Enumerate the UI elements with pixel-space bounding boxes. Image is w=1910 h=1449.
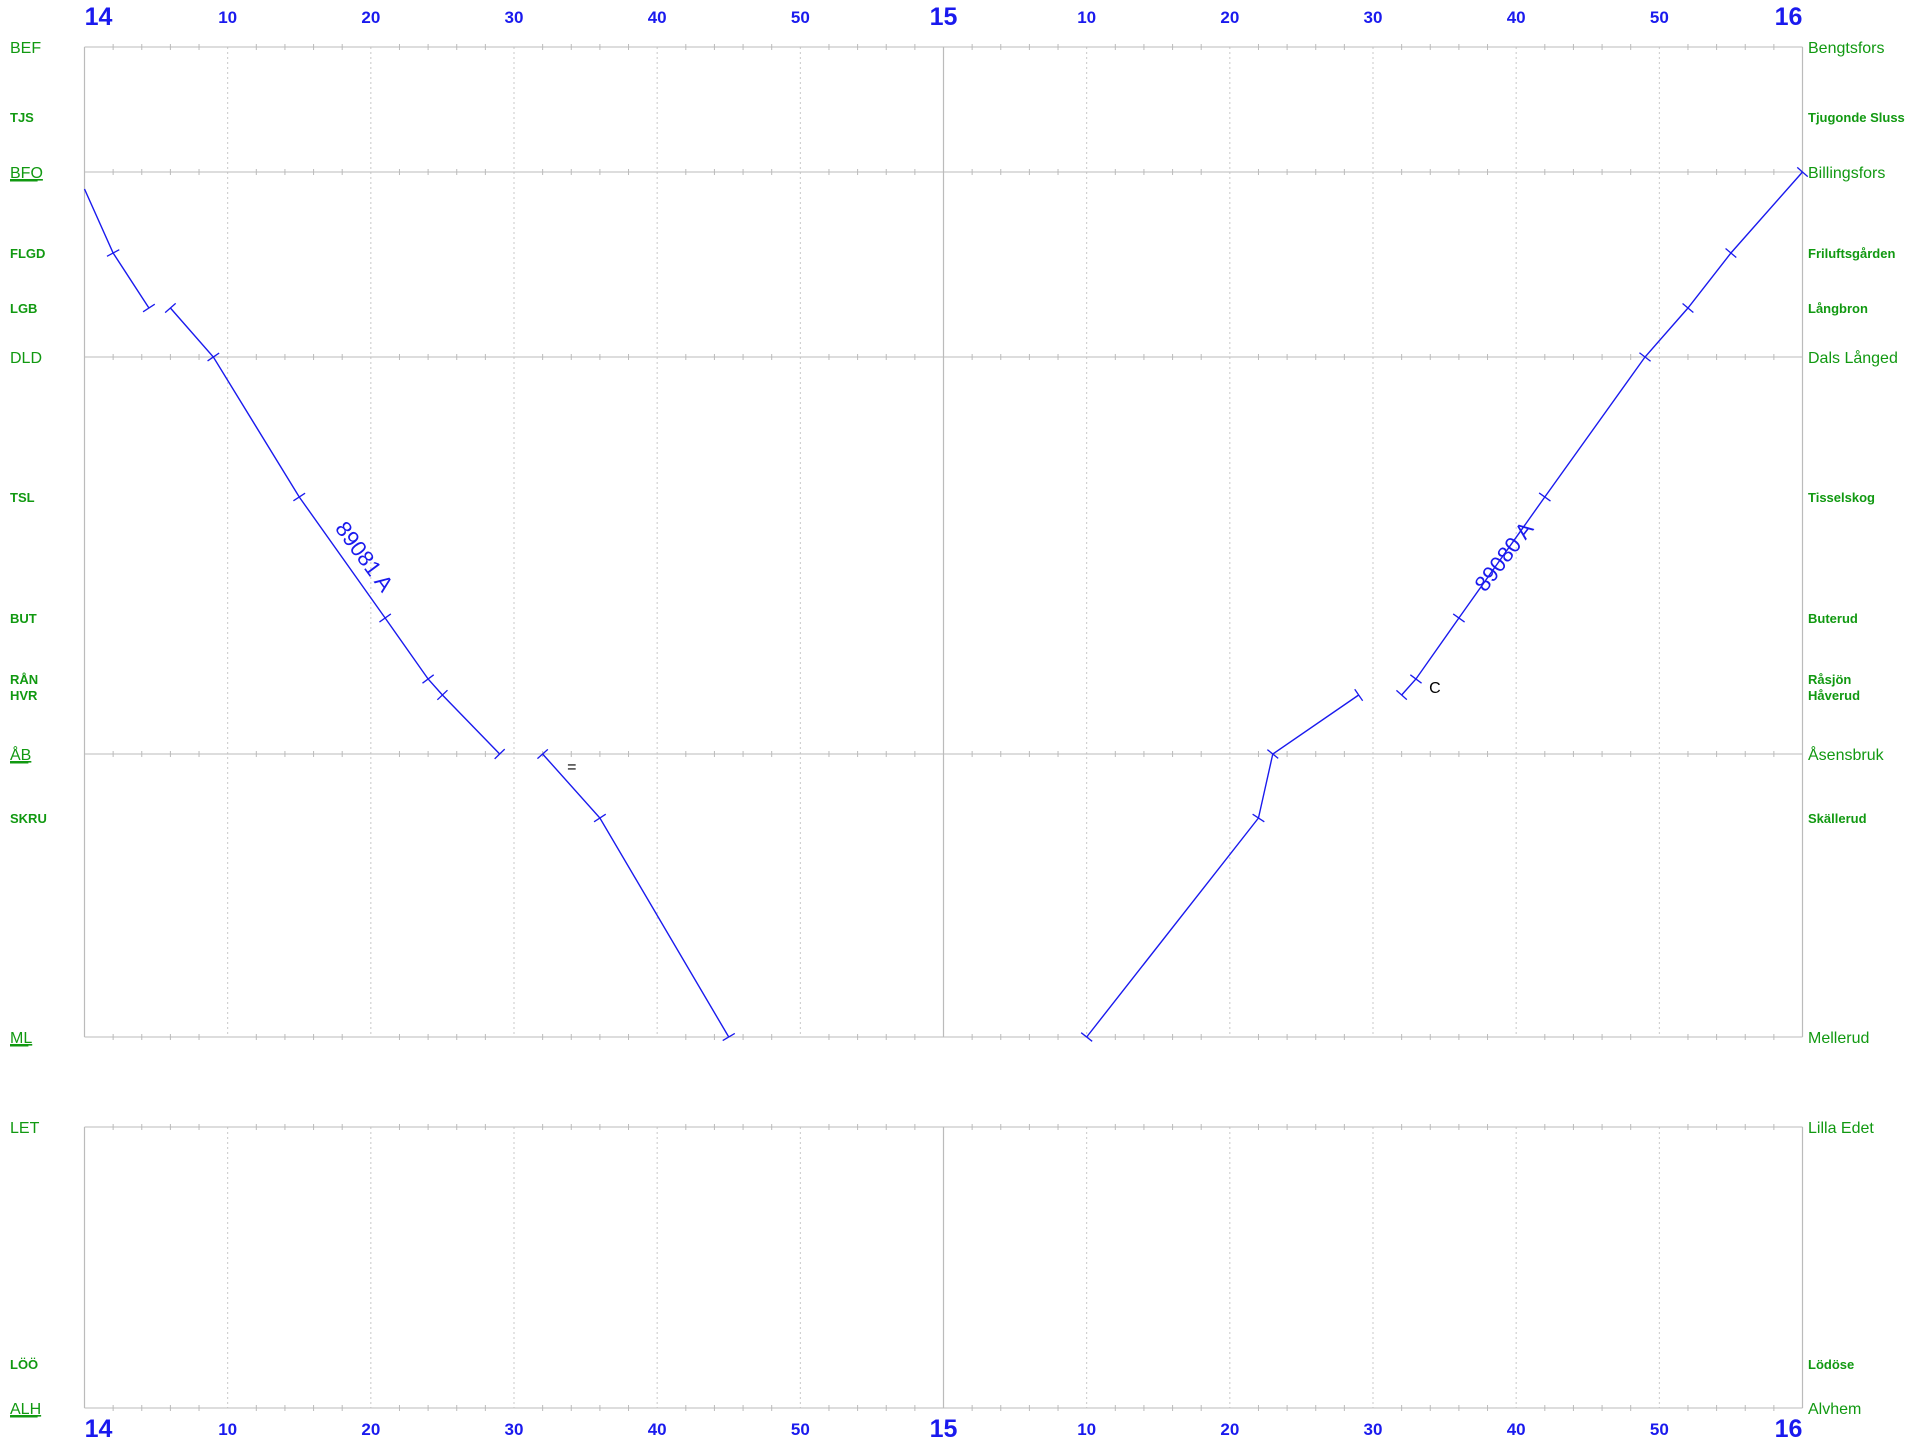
train-stop-tick: [1796, 166, 1809, 178]
hour-label: 16: [1775, 1415, 1803, 1443]
minute-label: 10: [1077, 1420, 1096, 1439]
minute-label: 10: [218, 8, 237, 27]
station-code-FLGD: FLGD: [10, 246, 45, 261]
train-0: [83, 188, 730, 1038]
train-stop-tick: [293, 492, 306, 502]
station-code-HVR: HVR: [10, 688, 38, 703]
station-name-BFO: Billingsfors: [1808, 165, 1885, 182]
train-stop-tick: [1354, 688, 1364, 702]
train-stop-tick: [207, 352, 220, 362]
station-name-LÖÖ: Lödöse: [1808, 1357, 1854, 1372]
minute-label: 30: [1364, 1420, 1383, 1439]
minute-label: 30: [1364, 8, 1383, 27]
station-code-DLD: DLD: [10, 350, 42, 367]
train-stop-tick: [593, 813, 607, 823]
hour-label: 14: [85, 1415, 113, 1443]
labels-layer: BEF Bengtsfors TJS Tjugonde Sluss BFO Billing…: [10, 3, 1905, 1443]
train-stop-tick: [1682, 303, 1694, 313]
grid-layer: [83, 44, 1804, 1411]
station-name-SKRU: Skällerud: [1808, 811, 1867, 826]
minute-label: 20: [361, 1420, 380, 1439]
minute-label: 50: [1650, 1420, 1669, 1439]
train-stop-tick: [379, 613, 392, 623]
hour-label: 15: [930, 1415, 958, 1443]
train-stop-tick: [1395, 689, 1408, 701]
minute-label: 20: [361, 8, 380, 27]
station-code-BUT: BUT: [10, 611, 37, 626]
station-name-HVR: Håverud: [1808, 688, 1860, 703]
train-1: [1086, 171, 1804, 1038]
train-stop-tick: [1452, 613, 1465, 623]
minute-label: 50: [791, 8, 810, 27]
train-stop-tick: [436, 689, 448, 701]
station-name-ML: Mellerud: [1808, 1030, 1869, 1047]
station-code-ALH: ALH: [10, 1401, 41, 1418]
train-stop-tick: [1080, 1032, 1093, 1042]
hour-label: 16: [1775, 3, 1803, 31]
station-code-LÖÖ: LÖÖ: [10, 1357, 38, 1372]
station-name-ÅB: Åsensbruk: [1808, 745, 1885, 764]
station-code-ÅB: ÅB: [10, 745, 31, 764]
station-name-TSL: Tisselskog: [1808, 490, 1875, 505]
train-path-segment: [1086, 694, 1360, 1038]
station-code-BFO: BFO: [10, 165, 43, 182]
train-stop-tick: [1538, 492, 1551, 502]
station-name-DLD: Dals Långed: [1808, 349, 1898, 367]
minute-label: 20: [1220, 1420, 1239, 1439]
minute-label: 40: [1507, 1420, 1526, 1439]
minute-label: 50: [791, 1420, 810, 1439]
train-stop-tick: [494, 748, 506, 760]
station-code-BEF: BEF: [10, 40, 41, 57]
minute-label: 40: [648, 1420, 667, 1439]
station-code-TSL: TSL: [10, 490, 35, 505]
train-stop-tick: [106, 249, 120, 257]
train-stop-tick: [142, 303, 156, 313]
station-name-BEF: Bengtsfors: [1808, 40, 1884, 57]
minute-label: 40: [648, 8, 667, 27]
minute-label: 50: [1650, 8, 1669, 27]
train-stop-tick: [1252, 813, 1265, 823]
train-number-label: 89080 A: [1469, 517, 1538, 597]
station-name-RÅN: Råsjön: [1808, 672, 1851, 687]
station-code-RÅN: RÅN: [10, 672, 38, 687]
train-note: =: [567, 759, 576, 776]
minute-label: 30: [505, 1420, 524, 1439]
train-stop-tick: [1725, 247, 1737, 259]
station-name-TJS: Tjugonde Sluss: [1808, 110, 1905, 125]
minute-label: 30: [505, 8, 524, 27]
train-stop-tick: [1266, 749, 1279, 759]
minute-label: 10: [1077, 8, 1096, 27]
train-stop-tick: [1409, 674, 1422, 684]
minute-label: 10: [218, 1420, 237, 1439]
train-path-segment: [83, 188, 150, 309]
minute-label: 40: [1507, 8, 1526, 27]
station-name-ALH: Alvhem: [1808, 1401, 1861, 1418]
station-code-LGB: LGB: [10, 301, 37, 316]
station-name-FLGD: Friluftsgården: [1808, 246, 1895, 261]
hour-label: 14: [85, 3, 113, 31]
station-name-BUT: Buterud: [1808, 611, 1858, 626]
train-number-label: 89081 A: [330, 517, 398, 597]
station-code-TJS: TJS: [10, 110, 34, 125]
station-name-LGB: Långbron: [1808, 301, 1868, 316]
station-code-ML: ML: [10, 1030, 32, 1047]
train-stop-tick: [164, 302, 177, 314]
hour-label: 15: [930, 3, 958, 31]
station-code-LET: LET: [10, 1120, 40, 1137]
train-stop-tick: [722, 1032, 736, 1042]
train-stop-tick: [422, 674, 435, 684]
train-stop-tick: [536, 748, 549, 760]
station-code-SKRU: SKRU: [10, 811, 47, 826]
train-stop-tick: [1639, 352, 1651, 362]
trains-layer: [83, 166, 1809, 1042]
station-name-LET: Lilla Edet: [1808, 1120, 1874, 1137]
train-path-segment: [542, 753, 730, 1038]
train-note: C: [1429, 680, 1441, 697]
train-path-segment: [1401, 171, 1804, 696]
minute-label: 20: [1220, 8, 1239, 27]
